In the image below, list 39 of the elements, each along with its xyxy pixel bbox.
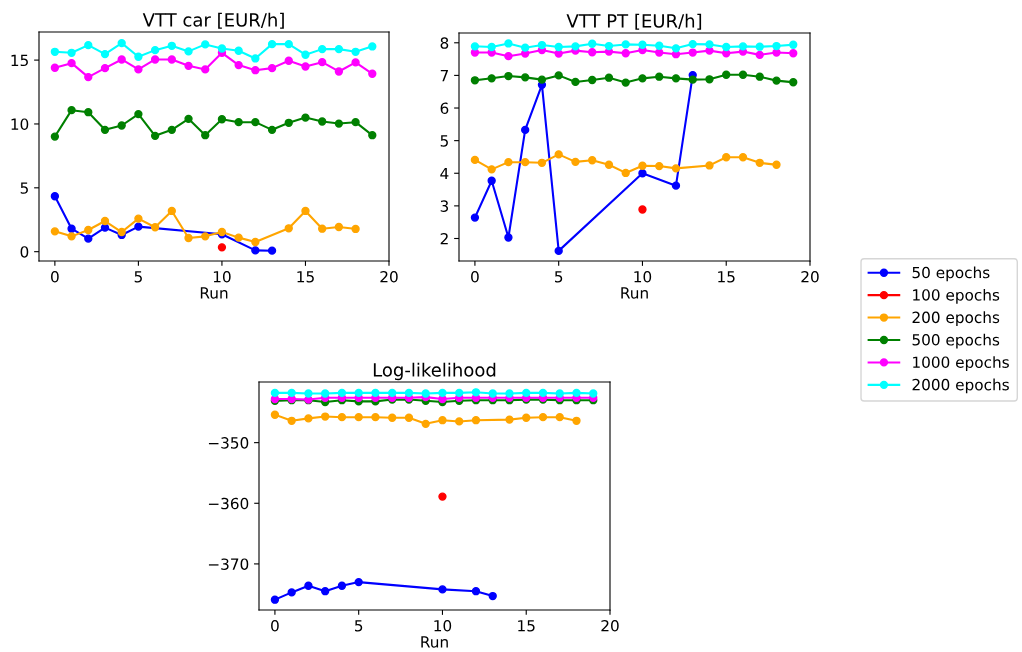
y-tick-label: 5	[20, 182, 28, 194]
chart-title: Log-likelihood	[373, 362, 496, 381]
y-tick-label: 10	[11, 118, 29, 130]
legend-label: 50 epochs	[912, 266, 990, 282]
y-tick-label: −360	[208, 497, 249, 510]
x-tick-label: 20	[380, 270, 398, 283]
y-tick-label: 8	[440, 37, 449, 49]
x-tick-label: 0	[271, 619, 279, 632]
x-tick-label: 15	[718, 271, 735, 283]
legend-label: 100 epochs	[913, 288, 1000, 304]
legend-label: 1000 epochs	[913, 356, 1009, 371]
y-tick-label: 2	[440, 232, 448, 245]
x-axis-title: Run	[621, 287, 648, 299]
legend-label: 200 epochs	[912, 311, 1000, 327]
y-tick-label: −350	[208, 437, 249, 449]
x-tick-label: 5	[355, 620, 363, 632]
x-tick-label: 0	[51, 270, 59, 283]
x-axis-title: Run	[421, 636, 448, 648]
x-tick-label: 15	[518, 620, 535, 632]
y-tick-label: 5	[440, 135, 448, 147]
y-tick-label: 15	[11, 54, 28, 67]
legend-label: 2000 epochs	[912, 378, 1009, 394]
x-tick-label: 5	[134, 271, 142, 283]
y-tick-label: 7	[440, 70, 448, 82]
x-tick-label: 5	[555, 271, 563, 283]
y-tick-label: 4	[440, 167, 449, 180]
chart-title: VTT car [EUR/h]	[142, 12, 284, 29]
chart-title: VTT PT [EUR/h]	[566, 13, 702, 30]
x-tick-label: 20	[801, 270, 819, 283]
y-tick-label: −370	[208, 558, 249, 570]
legend-label: 500 epochs	[912, 333, 1000, 349]
y-tick-label: 0	[20, 246, 29, 258]
x-tick-label: 10	[634, 270, 652, 283]
x-tick-label: 20	[601, 619, 619, 632]
x-tick-label: 15	[297, 271, 314, 283]
y-tick-label: 6	[440, 102, 449, 115]
y-tick-label: 3	[440, 200, 449, 212]
x-axis-title: Run	[200, 287, 228, 299]
x-tick-label: 0	[471, 270, 479, 283]
